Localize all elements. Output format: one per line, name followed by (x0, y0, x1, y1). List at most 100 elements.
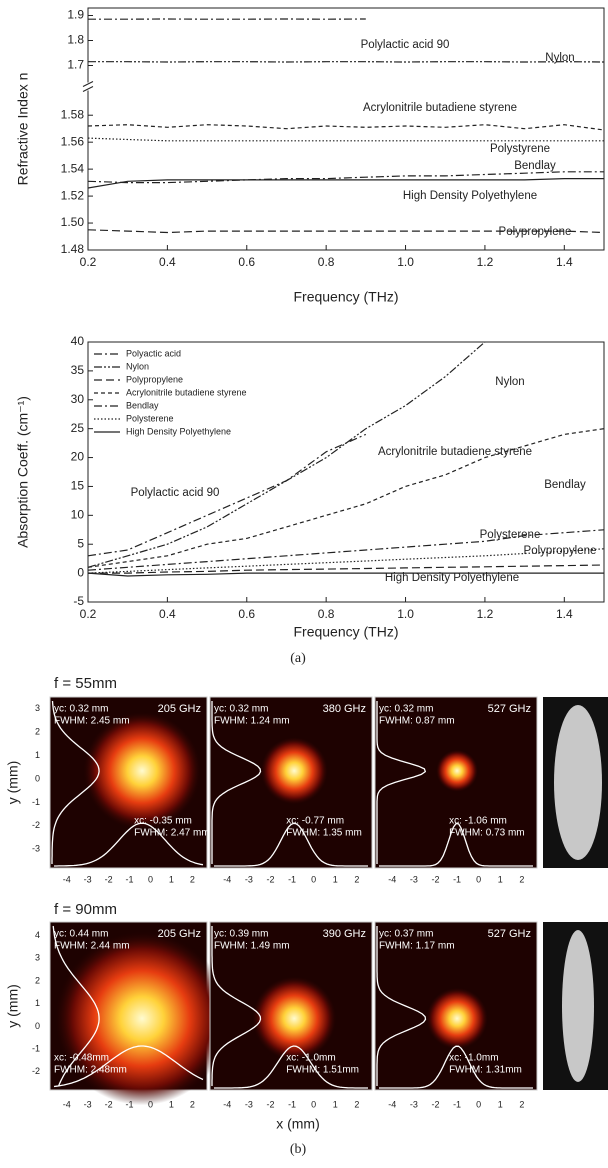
x-fwhm: FWHM: 2.48mm (54, 1065, 127, 1076)
x-tick-label: 0 (311, 1099, 316, 1109)
y-tick-label: 0 (35, 1021, 40, 1031)
x-tick-label: -1 (126, 874, 134, 884)
series-line (88, 179, 604, 188)
annotation: Bendlay (514, 160, 556, 172)
y-axis-label: Refractive Index n (15, 73, 31, 186)
y-tick-label: 1.7 (67, 58, 84, 72)
x-center: xc: -0.48mm (54, 1053, 109, 1064)
annotation: Acrylonitrile butadiene styrene (363, 102, 517, 114)
y-tick-label: 30 (71, 392, 85, 406)
x-tick-label: 0.6 (238, 607, 255, 621)
x-tick-label: -4 (388, 1099, 396, 1109)
x-tick-label: -1 (453, 874, 461, 884)
x-tick-label: 2 (519, 874, 524, 884)
y-tick-label: 3 (35, 703, 40, 713)
x-tick-label: 0.6 (238, 255, 255, 269)
x-tick-label: 2 (519, 1099, 524, 1109)
x-tick-label: -2 (105, 874, 113, 884)
x-axis-label: Frequency (THz) (293, 289, 398, 305)
x-tick-label: -1 (453, 1099, 461, 1109)
annotation: Polylactic acid 90 (131, 487, 220, 499)
x-fwhm: FWHM: 0.73 mm (449, 828, 525, 839)
frequency: 527 GHz (488, 703, 531, 715)
series-line (88, 172, 604, 183)
y-tick-label: 15 (71, 479, 85, 493)
beam-spot (261, 737, 328, 804)
legend-label: Bendlay (126, 400, 159, 410)
annotation: Acrylonitrile butadiene styrene (378, 446, 532, 458)
x-tick-label: 1.0 (397, 255, 414, 269)
x-tick-label: -4 (63, 874, 71, 884)
y-tick-label: 20 (71, 450, 85, 464)
y-tick-label: 1.56 (61, 134, 85, 148)
beam-spot (83, 712, 201, 830)
x-tick-label: -2 (266, 1099, 274, 1109)
beam-spot (426, 988, 488, 1050)
x-tick-label: -4 (223, 874, 231, 884)
x-tick-label: -3 (245, 1099, 253, 1109)
x-tick-label: 0.8 (318, 255, 335, 269)
y-tick-label: 10 (71, 508, 85, 522)
y-tick-label: -2 (32, 1066, 40, 1076)
y-tick-label: 2 (35, 975, 40, 985)
y-center: yc: 0.39 mm (214, 929, 268, 940)
annotation: Polystyrene (490, 143, 550, 155)
y-tick-label: 1.52 (61, 188, 85, 202)
y-fwhm: FWHM: 0.87 mm (379, 716, 455, 727)
x-tick-label: -2 (105, 1099, 113, 1109)
x-tick-label: 1 (498, 1099, 503, 1109)
y-tick-label: 1.9 (67, 8, 84, 22)
x-tick-label: 0 (148, 874, 153, 884)
x-tick-label: 1 (169, 874, 174, 884)
beam-spot (436, 750, 478, 792)
frequency: 380 GHz (323, 703, 366, 715)
annotation: High Density Polyethylene (403, 190, 537, 202)
focal-label: f = 55mm (54, 675, 117, 692)
annotation: Polypropylene (499, 226, 572, 238)
x-tick-label: -2 (431, 1099, 439, 1109)
legend-label: High Density Polyethylene (126, 426, 231, 436)
focal-label: f = 90mm (54, 901, 117, 918)
x-tick-label: 1 (333, 1099, 338, 1109)
x-tick-label: -4 (223, 1099, 231, 1109)
y-center: yc: 0.32 mm (214, 704, 268, 715)
x-tick-label: 1.2 (477, 255, 494, 269)
y-tick-label: -1 (32, 1044, 40, 1054)
x-tick-label: 0 (311, 874, 316, 884)
y-tick-label: 3 (35, 953, 40, 963)
y-tick-label: -2 (32, 820, 40, 830)
series-line (88, 138, 604, 141)
y-tick-label: -1 (32, 797, 40, 807)
y-center: yc: 0.32 mm (379, 704, 433, 715)
y-tick-label: 1 (35, 998, 40, 1008)
x-tick-label: 0.4 (159, 255, 176, 269)
frequency: 527 GHz (488, 928, 531, 940)
x-tick-label: 0.2 (80, 607, 97, 621)
y-tick-label: 1.58 (61, 107, 85, 121)
annotation: Polylactic acid 90 (361, 39, 450, 51)
legend-label: Polypropylene (126, 374, 183, 384)
frequency: 205 GHz (158, 703, 201, 715)
x-fwhm: FWHM: 1.31mm (449, 1065, 522, 1076)
y-center: yc: 0.32 mm (54, 704, 108, 715)
annotation: Nylon (545, 52, 574, 64)
x-tick-label: -4 (388, 874, 396, 884)
y-tick-label: 4 (35, 930, 40, 940)
y-fwhm: FWHM: 1.17 mm (379, 941, 455, 952)
x-fwhm: FWHM: 1.35 mm (286, 828, 362, 839)
frequency: 205 GHz (158, 928, 201, 940)
x-tick-label: 0.8 (318, 607, 335, 621)
annotation: High Density Polyethylene (385, 572, 519, 584)
x-tick-label: 0 (148, 1099, 153, 1109)
x-tick-label: 0.4 (159, 607, 176, 621)
y-tick-label: 2 (35, 727, 40, 737)
x-tick-label: 1.2 (477, 607, 494, 621)
x-center: xc: -1.0mm (286, 1053, 335, 1064)
annotation: Polypropylene (524, 545, 597, 557)
annotation: Bendlay (544, 479, 586, 491)
y-tick-label: 0 (77, 565, 84, 579)
y-axis-label: y (mm) (5, 984, 21, 1028)
lens (562, 930, 594, 1082)
x-center: xc: -0.77 mm (286, 816, 344, 827)
series-line (88, 125, 604, 130)
